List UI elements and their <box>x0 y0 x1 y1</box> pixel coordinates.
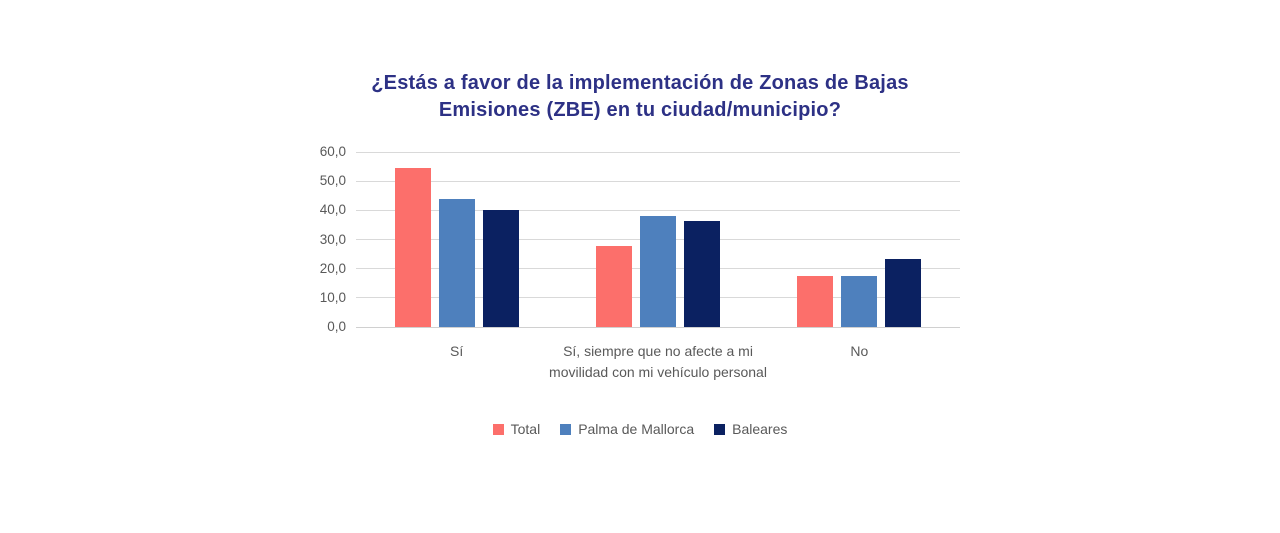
y-tick-label: 50,0 <box>319 173 346 189</box>
x-category-label: Sí <box>450 343 464 359</box>
y-tick-label: 0,0 <box>327 319 346 334</box>
legend-swatch <box>714 423 726 435</box>
plot-area <box>356 151 960 328</box>
legend: Total Palma de Mallorca Baleares <box>0 421 1280 437</box>
bar-baleares <box>885 259 922 327</box>
y-tick-label: 10,0 <box>319 289 346 305</box>
bar-baleares <box>684 220 720 327</box>
bar-total <box>394 168 431 327</box>
gridline <box>356 180 960 182</box>
legend-item-baleares: Baleares <box>714 421 787 437</box>
x-category-label: No <box>850 343 869 359</box>
bar-palma-de-mallorca <box>438 198 475 327</box>
y-tick-label: 20,0 <box>319 260 346 276</box>
legend-label: Total <box>510 421 541 437</box>
bar-baleares <box>482 210 519 327</box>
y-tick-label: 30,0 <box>319 231 346 247</box>
legend-item-palma-de-mallorca: Palma de Mallorca <box>560 421 694 437</box>
bar-total <box>797 276 834 327</box>
legend-item-total: Total <box>492 421 541 437</box>
legend-label: Baleares <box>732 421 788 437</box>
chart-title: ¿Estás a favor de la implementación de Z… <box>371 72 909 122</box>
bar-total <box>596 245 632 327</box>
legend-swatch <box>560 423 572 435</box>
x-category-label: Sí, siempre que no afecte a mi movilidad… <box>549 343 767 380</box>
gridline <box>356 326 960 328</box>
legend-swatch <box>492 423 504 435</box>
y-tick-label: 40,0 <box>319 202 346 218</box>
legend-label: Palma de Mallorca <box>578 421 695 437</box>
gridline <box>356 151 960 153</box>
bar-palma-de-mallorca <box>841 276 878 327</box>
bar-palma-de-mallorca <box>640 215 676 327</box>
y-tick-label: 60,0 <box>319 144 346 159</box>
gridline <box>356 209 960 211</box>
